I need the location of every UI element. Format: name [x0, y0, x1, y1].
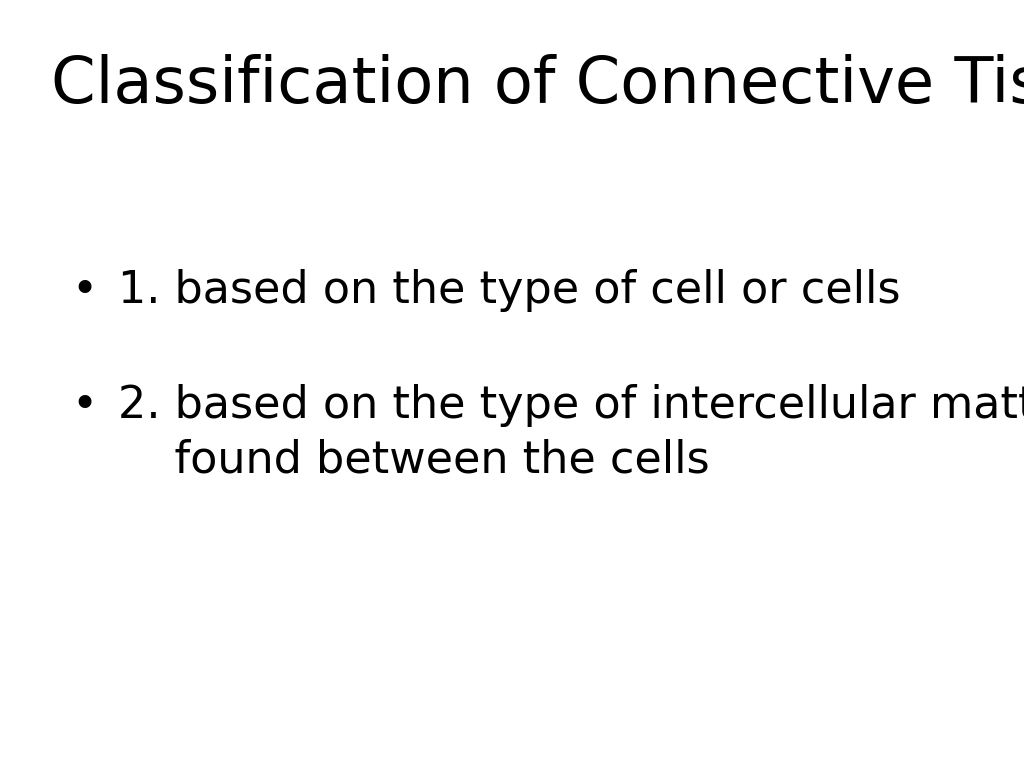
Text: Classification of Connective Tissues: Classification of Connective Tissues — [51, 54, 1024, 116]
Text: 1. based on the type of cell or cells: 1. based on the type of cell or cells — [118, 269, 900, 312]
Text: •: • — [72, 384, 98, 427]
Text: 2. based on the type of intercellular matter
    found between the cells: 2. based on the type of intercellular ma… — [118, 384, 1024, 482]
Text: •: • — [72, 269, 98, 312]
